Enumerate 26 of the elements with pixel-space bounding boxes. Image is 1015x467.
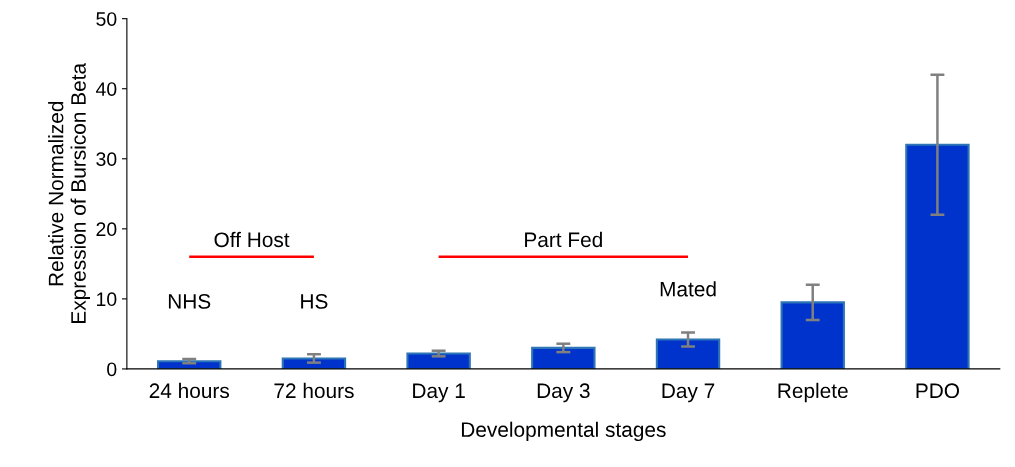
bar bbox=[780, 301, 845, 369]
bar bbox=[281, 357, 347, 369]
x-tick-label: PDO bbox=[916, 383, 959, 399]
annotation: HS bbox=[301, 294, 328, 309]
x-tick-label: 72 hours bbox=[274, 382, 354, 399]
x-tick-label: Day 7 bbox=[662, 383, 715, 403]
x-tick-label: Day 3 bbox=[537, 383, 590, 403]
bar bbox=[655, 338, 721, 369]
bar bbox=[905, 143, 970, 369]
annotation: Off Host bbox=[214, 231, 290, 248]
y-tick-label: 0 bbox=[107, 362, 117, 377]
bar bbox=[531, 346, 596, 369]
y-tick-label: 40 bbox=[95, 82, 117, 96]
y-tick-label: 50 bbox=[96, 12, 117, 26]
annotation: NHS bbox=[168, 294, 211, 309]
annotation: Part Fed bbox=[525, 231, 602, 248]
y-axis-title: Relative Normalized Expression of Bursicon Beta bbox=[48, 62, 90, 323]
annotation: Mated bbox=[660, 281, 716, 297]
x-tick-label: 24 hours bbox=[149, 382, 230, 399]
x-tick-label: Replete bbox=[778, 382, 848, 403]
y-tick-label: 30 bbox=[96, 152, 117, 167]
y-tick-label: 10 bbox=[97, 292, 117, 307]
x-tick-label: Day 1 bbox=[413, 383, 465, 403]
bar bbox=[406, 352, 471, 369]
y-tick-label: 20 bbox=[96, 222, 117, 237]
x-axis-title: Developmental stages bbox=[461, 421, 666, 442]
